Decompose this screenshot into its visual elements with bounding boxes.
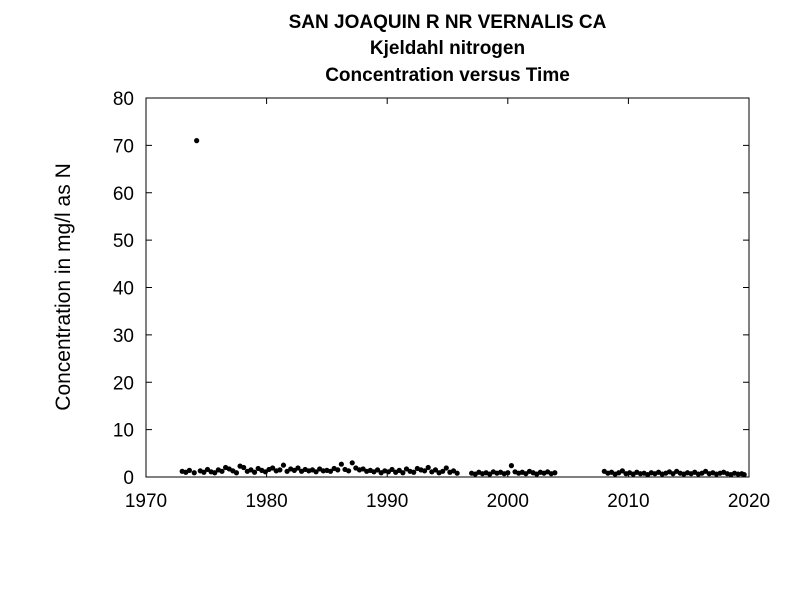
data-point (400, 470, 406, 476)
data-point (346, 468, 352, 474)
plot-frame (145, 97, 750, 478)
data-point (454, 470, 460, 476)
data-point (194, 138, 200, 144)
data-point (421, 468, 428, 474)
y-tick-label: 30 (113, 326, 134, 347)
data-point (505, 470, 511, 476)
y-tick-label: 60 (113, 184, 134, 205)
data-point (251, 469, 258, 475)
data-point (191, 470, 197, 476)
x-tick-label: 2000 (487, 491, 529, 512)
data-point (619, 468, 625, 474)
data-point (233, 470, 240, 476)
y-tick-label: 40 (113, 279, 134, 300)
data-point (201, 469, 207, 475)
data-point (425, 464, 431, 471)
data-point (327, 468, 334, 474)
data-point (186, 467, 193, 473)
x-tick-label: 1990 (366, 491, 408, 512)
y-tick-label: 50 (113, 231, 134, 252)
data-point (335, 467, 341, 473)
x-tick-label: 1970 (125, 491, 167, 512)
chart-subtitle: Kjeldahl nitrogen (369, 38, 526, 59)
data-point (280, 462, 287, 468)
x-tick-label: 1980 (245, 491, 287, 512)
y-tick-label: 20 (113, 373, 134, 394)
x-tick-label: 2010 (607, 491, 649, 512)
data-point (432, 467, 439, 473)
data-point (241, 464, 247, 471)
data-point (411, 469, 417, 475)
chart-title: SAN JOAQUIN R NR VERNALIS CA (288, 12, 607, 33)
data-point (440, 468, 446, 474)
data-point (313, 469, 319, 475)
data-points (179, 138, 747, 478)
data-point (443, 465, 449, 471)
data-point (508, 463, 515, 469)
data-point (295, 465, 301, 471)
y-axis-title: Concentration in mg/l as N (52, 163, 75, 410)
data-point (389, 466, 395, 473)
data-point (349, 460, 355, 466)
chart-subtitle-2: Concentration versus Time (325, 65, 570, 86)
y-tick-label: 70 (113, 136, 134, 157)
data-point (212, 470, 218, 476)
data-point (552, 470, 558, 476)
y-tick-label: 10 (113, 421, 134, 442)
data-point (219, 468, 225, 474)
data-point (270, 465, 276, 471)
data-point (277, 467, 283, 473)
x-tick-label: 2020 (728, 491, 770, 512)
y-tick-label: 80 (113, 89, 134, 110)
data-point (374, 467, 381, 473)
y-tick-label: 0 (123, 468, 134, 489)
axis-ticks: 0 10 20 30 40 50 60 70 80 1970 1980 1990 2000 2010 202… (113, 89, 770, 512)
data-point (338, 461, 344, 467)
data-point (741, 472, 747, 478)
